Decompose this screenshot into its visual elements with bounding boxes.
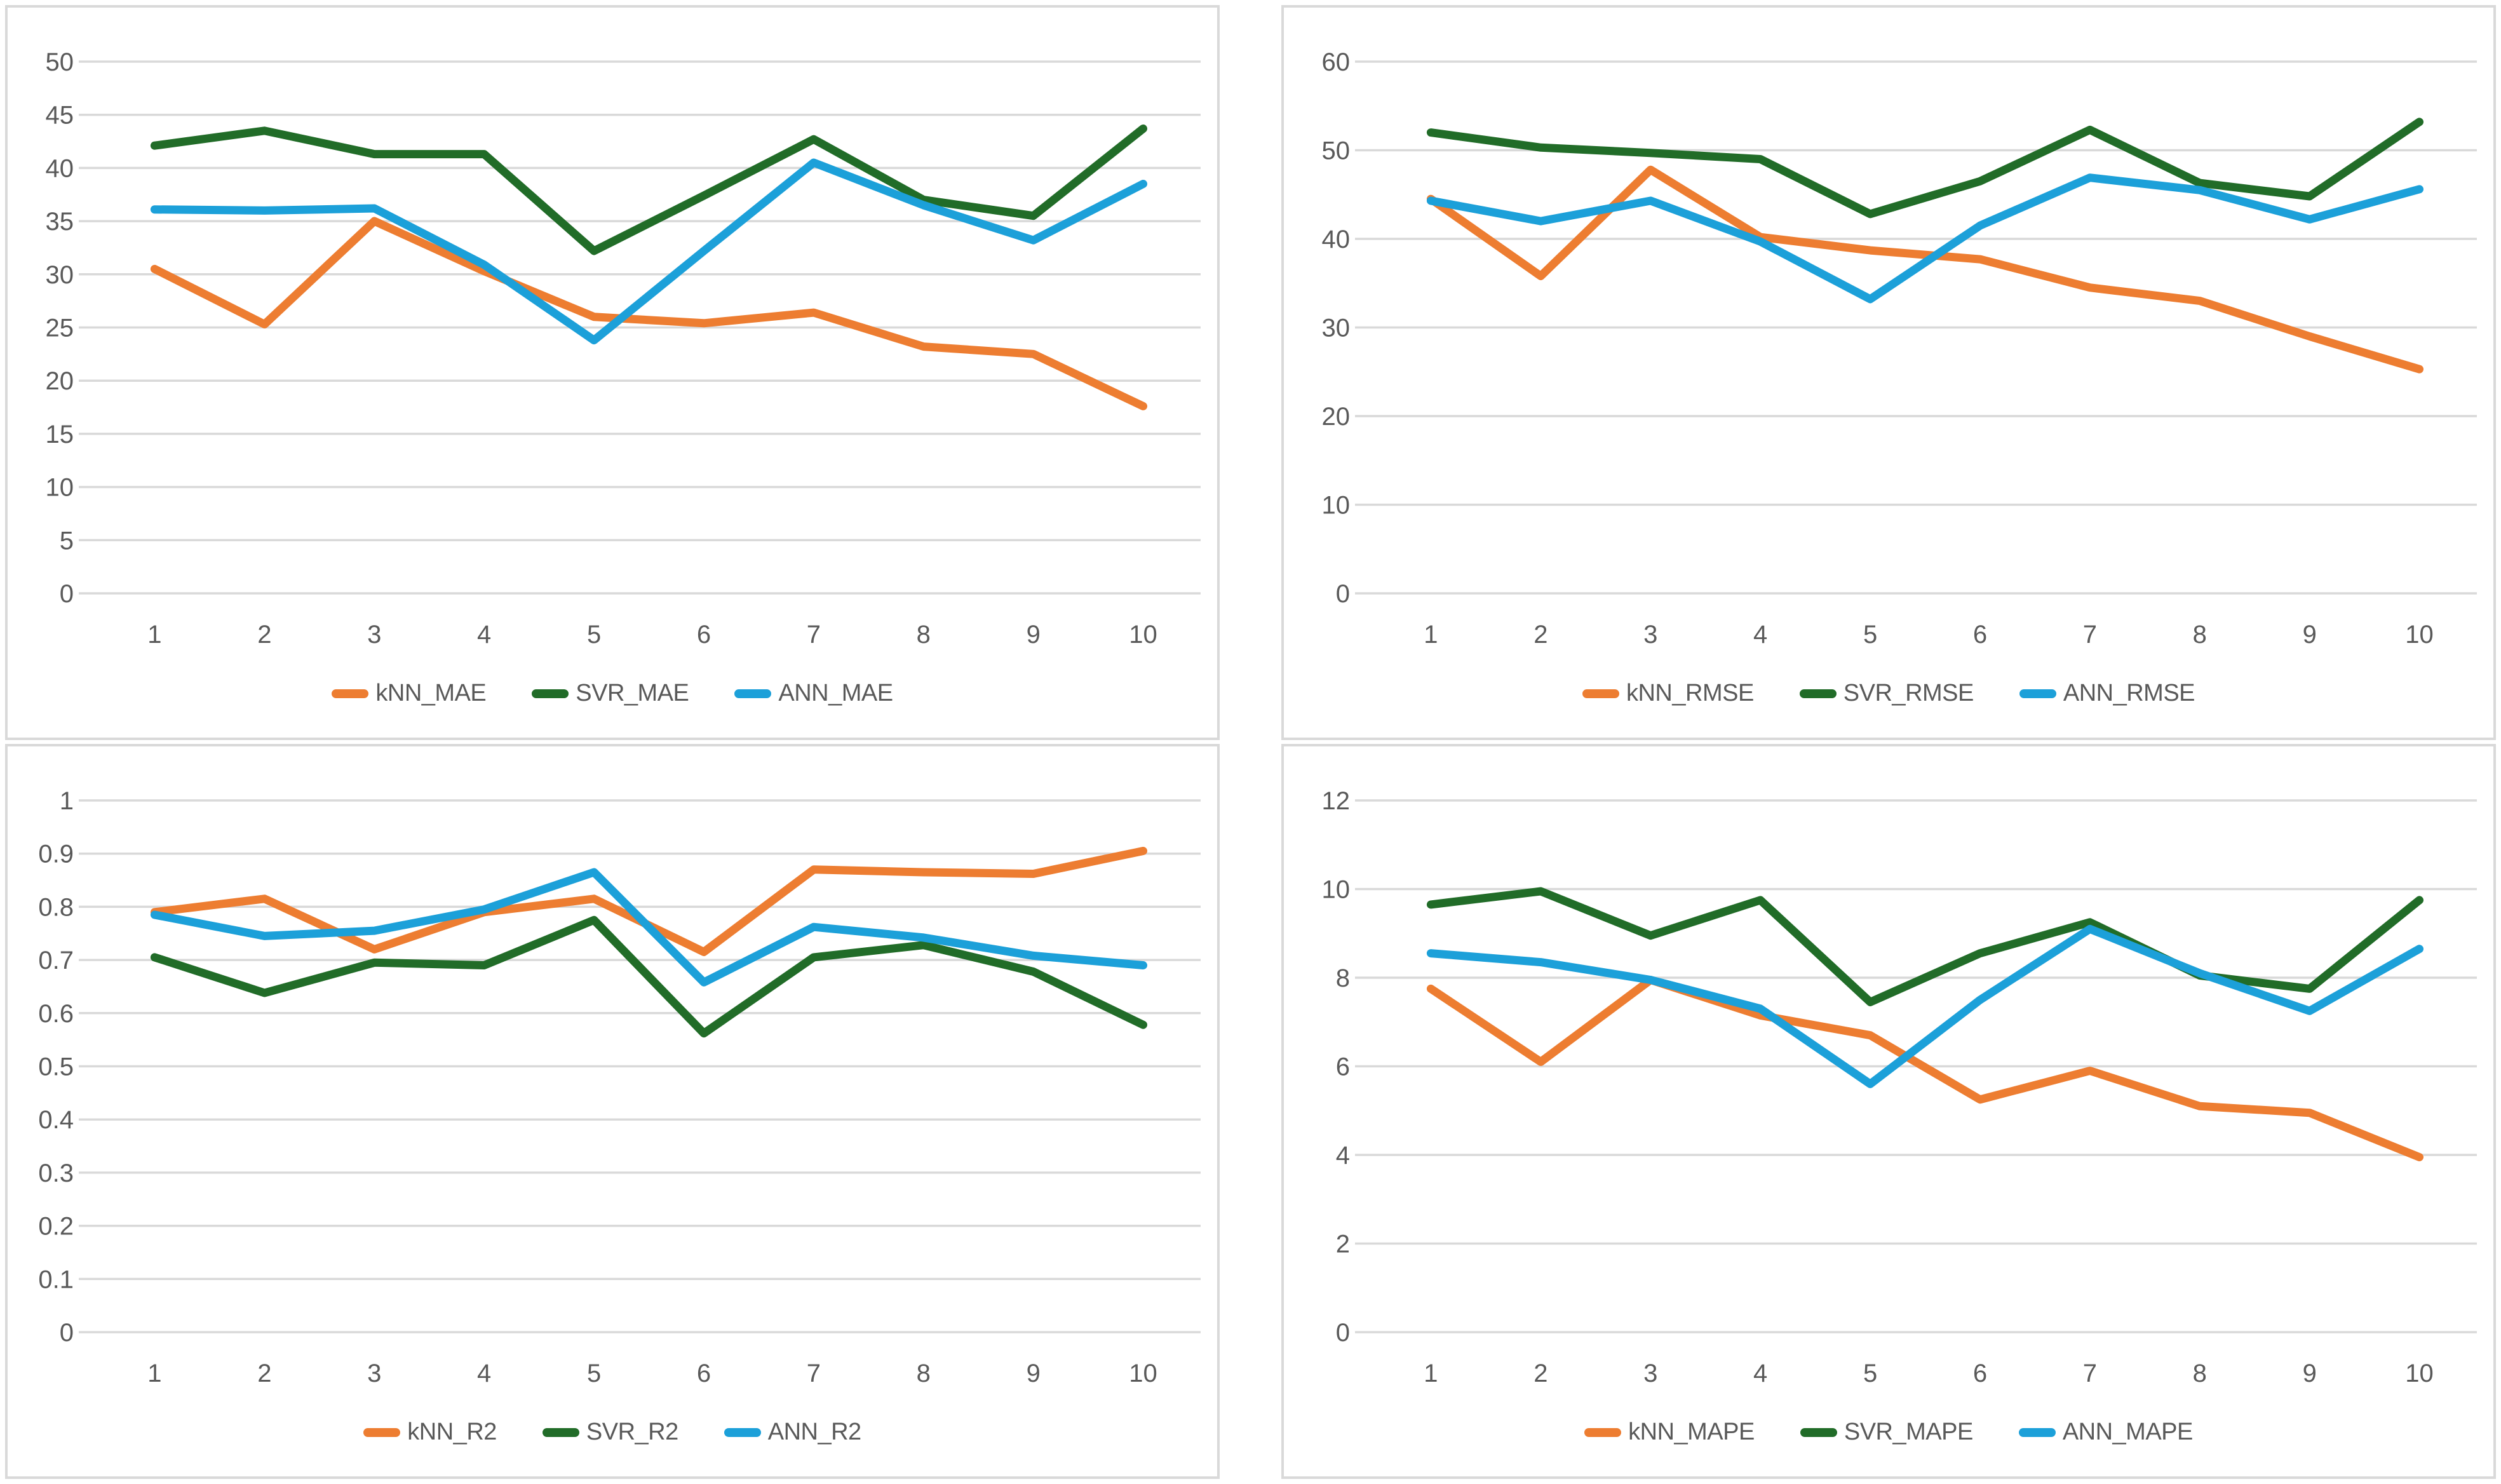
y-tick-label: 50 — [46, 48, 74, 76]
y-tick-label: 60 — [1322, 48, 1351, 76]
chart-panel-r2: 0 0.1 0.2 0.3 0.4 0.5 0.6 0.7 0.8 0.9 1 1 2 3 4 5 6 7 8 9 10… — [5, 744, 1220, 1479]
y-tick-label: 0.5 — [38, 1053, 74, 1081]
series-line-kNN_RMSE — [1426, 165, 2423, 374]
y-tick-label: 0.4 — [38, 1106, 74, 1134]
chart-panel-mae: 0 5 10 15 20 25 30 35 40 45 50 1 2 3 4 5 6 7 8 9 10 kNN_MAE SV… — [5, 5, 1220, 740]
y-tick-label: 0 — [60, 1319, 74, 1347]
x-tick-label: 2 — [1534, 1359, 1547, 1387]
x-tick-label: 7 — [2083, 1359, 2097, 1387]
y-tick-label: 20 — [46, 367, 74, 395]
x-tick-label: 10 — [2405, 621, 2434, 649]
y-tick-label: 10 — [1322, 492, 1351, 520]
x-tick-label: 1 — [1424, 621, 1438, 649]
y-tick-label: 50 — [1322, 137, 1351, 165]
x-tick-label: 3 — [1643, 621, 1657, 649]
y-tick-label: 10 — [1322, 876, 1351, 904]
x-tick-label: 5 — [587, 1359, 601, 1387]
x-tick-label: 9 — [1027, 621, 1041, 649]
x-tick-label: 6 — [1973, 1359, 1987, 1387]
y-tick-label: 0 — [1336, 580, 1350, 608]
y-tick-label: 8 — [1336, 964, 1350, 992]
x-tick-label: 6 — [1973, 621, 1987, 649]
series-line-ANN_R2 — [150, 868, 1147, 987]
series-line-SVR_MAPE — [1426, 887, 2423, 1006]
x-tick-label: 2 — [257, 621, 271, 649]
x-tick-label: 9 — [2303, 1359, 2317, 1387]
series-line-ANN_RMSE — [1426, 173, 2423, 304]
y-tick-label: 40 — [1322, 226, 1351, 253]
y-tick-label: 0 — [1336, 1319, 1350, 1347]
x-tick-label: 9 — [2303, 621, 2317, 649]
x-tick-label: 4 — [1753, 621, 1767, 649]
y-tick-label: 20 — [1322, 403, 1351, 431]
chart-svg-rmse: 0 10 20 30 40 50 60 1 2 3 4 5 6 7 8 9 10 — [1322, 48, 2477, 649]
y-tick-label: 15 — [46, 421, 74, 449]
series-line-kNN_MAPE — [1426, 976, 2423, 1161]
y-tick-label: 1 — [60, 787, 74, 815]
y-tick-label: 4 — [1336, 1142, 1350, 1170]
chart-panel-mape: 0 2 4 6 8 10 12 1 2 3 4 5 6 7 8 9 10 kNN_MAPE SVR_MAPE ANN_… — [1281, 744, 2496, 1479]
y-tick-label: 5 — [60, 527, 74, 555]
y-tick-label: 0.1 — [38, 1265, 74, 1293]
x-tick-label: 8 — [917, 1359, 931, 1387]
x-tick-label: 3 — [367, 621, 381, 649]
y-tick-label: 0.9 — [38, 840, 74, 868]
x-tick-label: 10 — [1129, 1359, 1157, 1387]
y-tick-label: 10 — [46, 474, 74, 502]
x-tick-label: 1 — [147, 621, 161, 649]
y-tick-label: 6 — [1336, 1053, 1350, 1081]
x-tick-label: 6 — [697, 621, 711, 649]
y-tick-label: 35 — [46, 208, 74, 236]
y-tick-label: 45 — [46, 102, 74, 130]
series-line-SVR_R2 — [150, 915, 1147, 1038]
x-tick-label: 6 — [697, 1359, 711, 1387]
y-tick-label: 0.3 — [38, 1159, 74, 1187]
series-line-SVR_MAE — [150, 125, 1147, 255]
chart-panel-rmse: 0 10 20 30 40 50 60 1 2 3 4 5 6 7 8 9 10 kNN_RMSE SVR_RMSE… — [1281, 5, 2496, 740]
x-tick-label: 7 — [807, 621, 821, 649]
x-tick-label: 4 — [477, 621, 491, 649]
x-tick-label: 5 — [1863, 621, 1877, 649]
x-tick-label: 9 — [1027, 1359, 1041, 1387]
y-tick-label: 30 — [46, 261, 74, 289]
y-tick-label: 40 — [46, 154, 74, 182]
x-tick-label: 5 — [587, 621, 601, 649]
x-tick-label: 1 — [1424, 1359, 1438, 1387]
x-tick-label: 4 — [1753, 1359, 1767, 1387]
y-tick-label: 0.6 — [38, 1000, 74, 1028]
series-line-ANN_MAPE — [1426, 924, 2423, 1088]
y-tick-label: 0.8 — [38, 893, 74, 921]
chart-svg-r2: 0 0.1 0.2 0.3 0.4 0.5 0.6 0.7 0.8 0.9 1 1 2 3 4 5 6 7 8 9 10 — [38, 787, 1201, 1387]
x-tick-label: 5 — [1863, 1359, 1877, 1387]
x-tick-label: 3 — [367, 1359, 381, 1387]
x-tick-label: 2 — [1534, 621, 1547, 649]
x-tick-label: 4 — [477, 1359, 491, 1387]
x-tick-label: 7 — [2083, 621, 2097, 649]
x-tick-label: 1 — [147, 1359, 161, 1387]
x-tick-label: 3 — [1643, 1359, 1657, 1387]
y-tick-label: 2 — [1336, 1231, 1350, 1258]
x-tick-label: 8 — [917, 621, 931, 649]
x-tick-label: 10 — [2405, 1359, 2434, 1387]
y-tick-label: 12 — [1322, 787, 1351, 815]
x-tick-label: 10 — [1129, 621, 1157, 649]
y-tick-label: 25 — [46, 314, 74, 342]
x-tick-label: 7 — [807, 1359, 821, 1387]
series-line-SVR_RMSE — [1426, 118, 2423, 219]
x-tick-label: 8 — [2193, 1359, 2207, 1387]
x-tick-label: 2 — [257, 1359, 271, 1387]
series-line-ANN_MAE — [150, 158, 1147, 345]
series-line-kNN_MAE — [150, 217, 1147, 410]
y-tick-label: 0.2 — [38, 1213, 74, 1241]
y-tick-label: 0.7 — [38, 947, 74, 975]
y-tick-label: 0 — [60, 580, 74, 608]
x-tick-label: 8 — [2193, 621, 2207, 649]
y-tick-label: 30 — [1322, 314, 1351, 342]
